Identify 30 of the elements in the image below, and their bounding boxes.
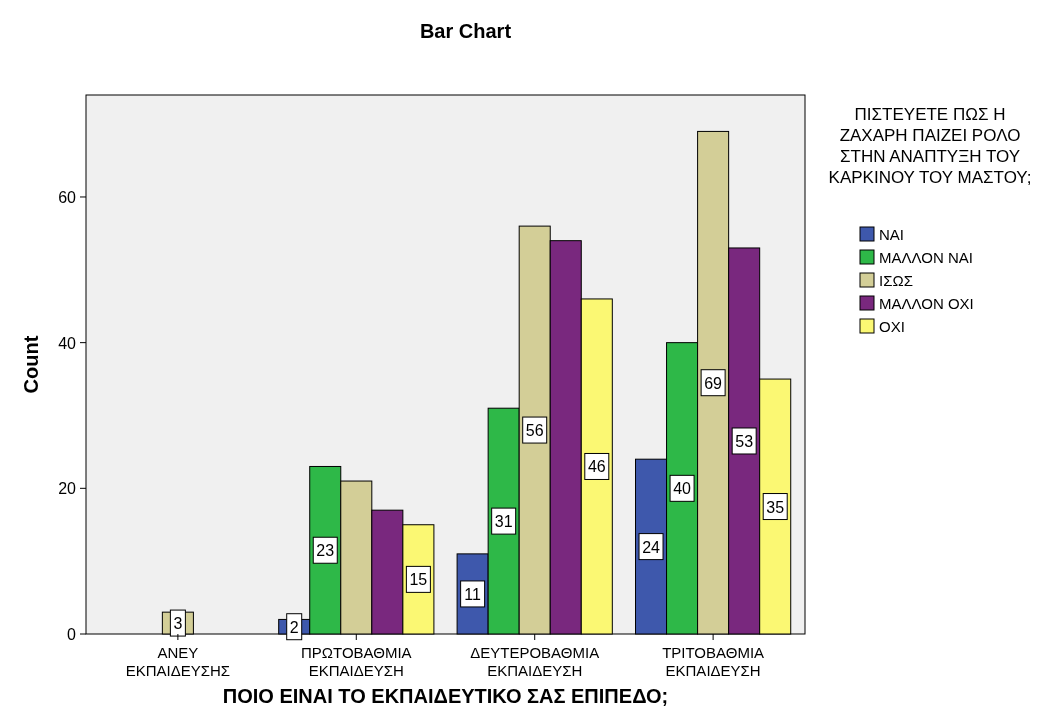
data-label: 23: [316, 542, 335, 560]
y-tick-label: 60: [58, 188, 77, 206]
data-label: 3: [173, 615, 183, 633]
data-label: 53: [735, 432, 754, 450]
data-label: 56: [525, 422, 544, 440]
data-label: 35: [766, 498, 785, 516]
legend-label: ΟΧΙ: [879, 318, 905, 335]
legend-label: ΜΑΛΛΟΝ ΟΧΙ: [879, 295, 974, 312]
legend-label: ΝΑΙ: [879, 226, 905, 243]
x-tick-label: ΠΡΩΤΟΒΑΘΜΙΑ ΕΚΠΑΙΔΕΥΣΗ: [300, 644, 412, 679]
data-label: 40: [673, 480, 692, 498]
y-tick-label: 20: [58, 480, 77, 498]
legend-label: ΙΣΩΣ: [879, 272, 913, 289]
data-label: 69: [704, 374, 723, 392]
y-tick-label: 0: [67, 626, 77, 643]
data-label: 24: [642, 538, 661, 556]
data-label: 2: [289, 618, 299, 636]
x-tick-label: ΑΝΕΥ ΕΚΠΑΙΔΕΥΣΗΣ: [125, 644, 231, 679]
data-label: 46: [587, 458, 606, 476]
x-tick-label: ΤΡΙΤΟΒΑΘΜΙΑ ΕΚΠΑΙΔΕΥΣΗ: [662, 644, 765, 679]
y-tick-label: 40: [58, 334, 77, 352]
y-axis-title: Count: [20, 335, 42, 394]
data-label: 15: [409, 571, 428, 589]
legend-title: ΠΙΣΤΕΥΕΤΕ ΠΩΣ Η ΖΑΧΑΡΗ ΠΑΙΖΕΙ ΡΟΛΟ ΣΤΗΝ ΑΝΑΠΤΥΞΗ ΤΟΥ ΚΑΡΚΙΝΟΥ ΤΟΥ ΜΑΣΤΟΥ;: [828, 105, 1032, 187]
data-label: 31: [494, 513, 513, 531]
chart-title: Bar Chart: [419, 20, 512, 42]
x-axis-title: ΠΟΙΟ ΕΙΝΑΙ ΤΟ ΕΚΠΑΙΔΕΥΤΙΚΟ ΣΑΣ ΕΠΙΠΕΔΟ;: [222, 685, 669, 707]
data-label: 11: [464, 585, 482, 603]
legend-label: ΜΑΛΛΟΝ ΝΑΙ: [879, 249, 973, 266]
x-tick-label: ΔΕΥΤΕΡΟΒΑΘΜΙΑ ΕΚΠΑΙΔΕΥΣΗ: [470, 644, 600, 679]
